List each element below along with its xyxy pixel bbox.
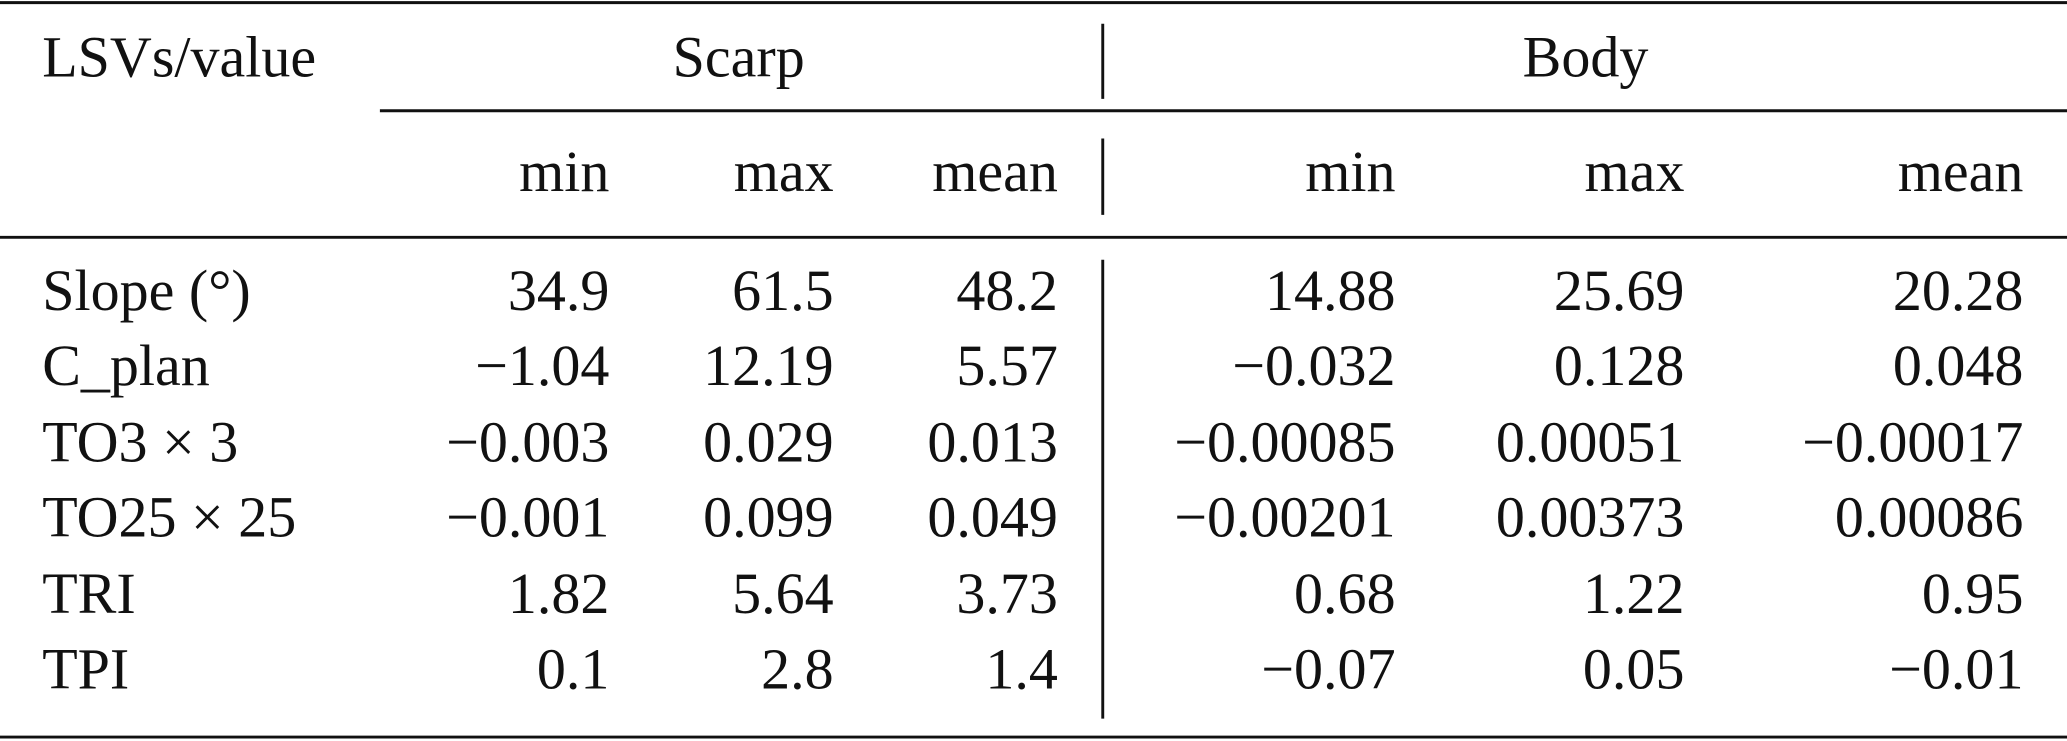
cell: −0.07 (1261, 636, 1395, 701)
row-label: TO25 × 25 (42, 485, 296, 550)
stub-header: LSVs/value (42, 24, 316, 89)
cell: 12.19 (703, 333, 834, 398)
cell: 0.048 (1893, 333, 2024, 398)
row-label: Slope (°) (42, 258, 251, 323)
cell: 0.68 (1294, 561, 1396, 626)
cell: 0.00051 (1496, 409, 1685, 474)
cell: 0.049 (927, 485, 1058, 550)
cell: 3.73 (956, 561, 1058, 626)
column-header: max (1585, 139, 1685, 204)
cell: 1.82 (508, 561, 610, 626)
column-header: min (519, 139, 609, 204)
column-header: min (1305, 139, 1395, 204)
cell: 14.88 (1265, 258, 1396, 323)
cell: −0.001 (446, 485, 609, 550)
row-label: TPI (42, 636, 129, 701)
cell: −0.003 (446, 409, 609, 474)
cell: 5.57 (956, 333, 1058, 398)
cell: 0.128 (1554, 333, 1685, 398)
cell: 1.22 (1583, 561, 1685, 626)
cell: −0.00085 (1174, 409, 1395, 474)
cell: 34.9 (508, 258, 610, 323)
cell: 0.95 (1922, 561, 2024, 626)
cell: −0.00017 (1802, 409, 2023, 474)
cell: 0.013 (927, 409, 1058, 474)
cell: −0.01 (1889, 636, 2023, 701)
cell: −0.032 (1232, 333, 1395, 398)
cell: 20.28 (1893, 258, 2024, 323)
cell: −0.00201 (1174, 485, 1395, 550)
cell: 5.64 (732, 561, 834, 626)
cell: 0.00373 (1496, 485, 1685, 550)
cell: 2.8 (761, 636, 834, 701)
column-header: mean (1898, 139, 2024, 204)
cell: 0.099 (703, 485, 834, 550)
group-header: Scarp (673, 24, 805, 89)
row-label: TO3 × 3 (42, 409, 238, 474)
cell: 0.1 (537, 636, 610, 701)
column-header: mean (932, 139, 1058, 204)
cell: 1.4 (985, 636, 1058, 701)
row-label: TRI (42, 561, 135, 626)
cell: 0.05 (1583, 636, 1685, 701)
row-label: C_plan (42, 333, 210, 398)
cell: 0.029 (703, 409, 834, 474)
cell: 48.2 (956, 258, 1058, 323)
cell: 25.69 (1554, 258, 1685, 323)
cell: 0.00086 (1835, 485, 2024, 550)
cell: 61.5 (732, 258, 834, 323)
group-header: Body (1523, 24, 1649, 89)
cell: −1.04 (475, 333, 609, 398)
column-header: max (734, 139, 834, 204)
